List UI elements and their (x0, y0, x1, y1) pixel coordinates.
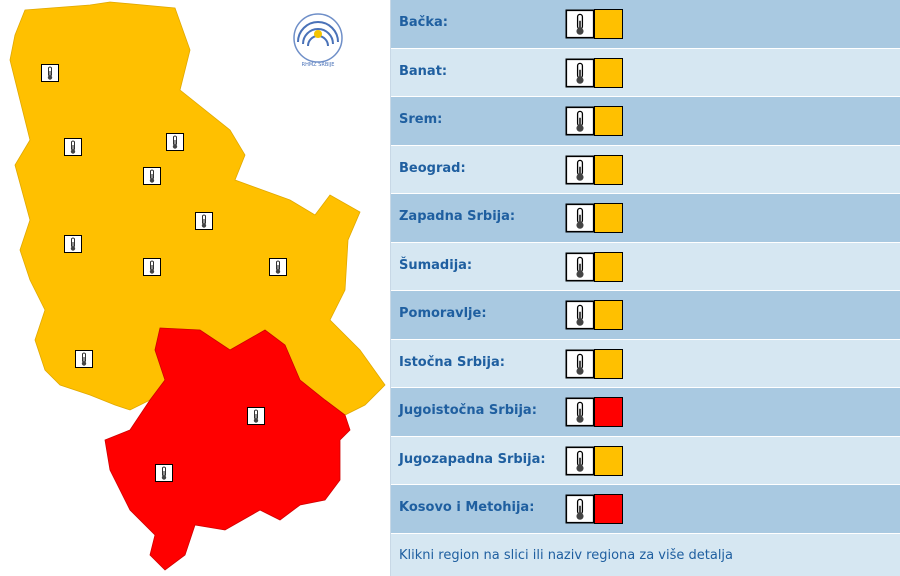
thermometer-icon (565, 58, 595, 87)
warning-level (594, 57, 623, 88)
region-list: Bačka: Banat: Srem: Beograd: Zapadna Srbija:… (391, 0, 900, 534)
map: RHMZ SRBIJE (9, 1, 386, 571)
thermometer-icon[interactable] (247, 407, 265, 425)
thermometer-icon (565, 203, 595, 233)
warning-level (594, 348, 623, 379)
thermometer-icon[interactable] (166, 133, 184, 151)
warning-indicator (565, 494, 623, 524)
thermometer-icon (565, 155, 595, 184)
logo-text: RHMZ SRBIJE (302, 62, 335, 68)
warning-level (594, 445, 623, 476)
region-row[interactable]: Srem: (391, 97, 900, 146)
region-row[interactable]: Zapadna Srbija: (391, 194, 900, 243)
warning-indicator (565, 154, 623, 185)
warning-indicator (565, 57, 623, 88)
warning-indicator (565, 348, 623, 379)
region-name[interactable]: Banat: (399, 63, 448, 79)
region-row[interactable]: Bačka: (391, 0, 900, 49)
region-name[interactable]: Jugozapadna Srbija: (399, 451, 546, 467)
region-row[interactable]: Kosovo i Metohija: (391, 485, 900, 534)
warning-indicator (565, 300, 623, 330)
region-area[interactable] (104, 327, 351, 571)
thermometer-icon[interactable] (269, 258, 287, 276)
region-name[interactable]: Zapadna Srbija: (399, 209, 516, 224)
thermometer-icon[interactable] (75, 350, 93, 368)
thermometer-icon[interactable] (155, 464, 173, 482)
thermometer-icon[interactable] (195, 212, 213, 230)
thermometer-icon[interactable] (143, 167, 161, 185)
region-name[interactable]: Pomoravlje: (399, 306, 487, 321)
footer-text: Klikni region na slici ili naziv regiona… (399, 547, 734, 563)
thermometer-icon[interactable] (143, 258, 161, 276)
warning-indicator (565, 251, 623, 282)
region-row[interactable]: Banat: (391, 48, 900, 97)
region-row[interactable]: Šumadija: (391, 242, 900, 291)
warning-indicator (565, 203, 623, 233)
thermometer-icon (565, 349, 595, 378)
thermometer-icon (565, 397, 595, 427)
warning-level (594, 203, 623, 233)
region-name[interactable]: Šumadija: (399, 257, 473, 273)
region-name[interactable]: Srem: (399, 112, 443, 127)
warning-indicator (565, 9, 623, 39)
thermometer-icon (565, 446, 595, 475)
thermometer-icon (565, 494, 595, 524)
thermometer-icon (565, 106, 595, 136)
thermometer-icon[interactable] (64, 235, 82, 253)
warning-level (594, 494, 623, 524)
region-row[interactable]: Beograd: (391, 145, 900, 194)
region-name[interactable]: Beograd: (399, 160, 466, 176)
region-table: Bačka: Banat: Srem: Beograd: Zapadna Srbija:… (390, 0, 900, 576)
warning-level (594, 397, 623, 427)
warning-level (594, 106, 623, 136)
thermometer-icon (565, 252, 595, 281)
warning-indicator (565, 106, 623, 136)
region-row[interactable]: Jugoistočna Srbija: (391, 388, 900, 437)
region-name[interactable]: Jugoistočna Srbija: (399, 403, 537, 418)
region-name[interactable]: Istočna Srbija: (399, 354, 505, 370)
logo: RHMZ SRBIJE (293, 13, 343, 68)
region-row[interactable]: Istočna Srbija: (391, 339, 900, 388)
region-row[interactable]: Jugozapadna Srbija: (391, 436, 900, 485)
warning-indicator (565, 397, 623, 427)
warning-level (594, 154, 623, 185)
thermometer-icon[interactable] (41, 64, 59, 82)
warning-level (594, 9, 623, 39)
thermometer-icon (565, 9, 595, 39)
warning-level (594, 300, 623, 330)
region-name[interactable]: Bačka: (399, 15, 449, 30)
thermometer-icon (565, 300, 595, 330)
region-row[interactable]: Pomoravlje: (391, 291, 900, 340)
footer: Klikni region na slici ili naziv regiona… (391, 533, 900, 576)
thermometer-icon[interactable] (64, 138, 82, 156)
warning-level (594, 251, 623, 282)
warning-indicator (565, 445, 623, 476)
region-name[interactable]: Kosovo i Metohija: (399, 500, 535, 515)
